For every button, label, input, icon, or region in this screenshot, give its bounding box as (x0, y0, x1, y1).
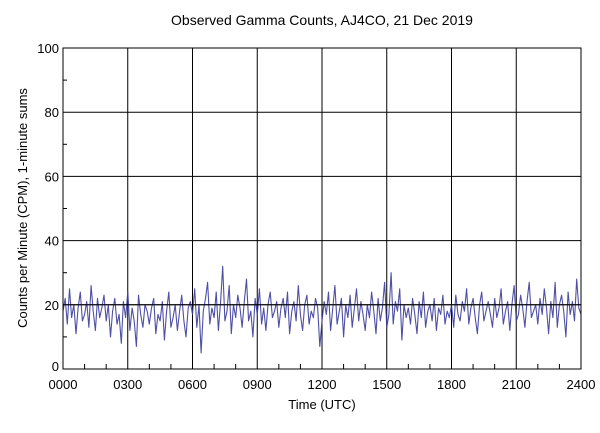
x-tick-label: 0900 (243, 377, 272, 392)
plot-frame (62, 47, 582, 370)
x-tick-label: 2400 (567, 377, 596, 392)
y-tick-label: 40 (45, 234, 59, 249)
x-tick-label: 1500 (372, 377, 401, 392)
ticks: 0000 0300 0600 0900 1200 1500 1800 2100 2400 0 20 4… (37, 41, 595, 392)
y-tick-label: 80 (45, 105, 59, 120)
y-tick-label: 20 (45, 298, 59, 313)
x-tick-label: 0000 (49, 377, 78, 392)
x-tick-label: 1200 (308, 377, 337, 392)
series-line-cpm (62, 265, 582, 354)
x-tick-label: 1800 (437, 377, 466, 392)
chart-title: Observed Gamma Counts, AJ4CO, 21 Dec 201… (171, 12, 473, 28)
y-axis-label: Counts per Minute (CPM), 1-minute sums (15, 88, 30, 328)
x-tick-label: 2100 (502, 377, 531, 392)
x-axis-label: Time (UTC) (288, 397, 355, 412)
x-tick-label: 0600 (178, 377, 207, 392)
x-tick-label: 0300 (113, 377, 142, 392)
y-tick-label: 100 (37, 41, 59, 56)
y-tick-label: 60 (45, 169, 59, 184)
series-layer (62, 265, 582, 354)
y-tick-label: 0 (52, 359, 59, 374)
